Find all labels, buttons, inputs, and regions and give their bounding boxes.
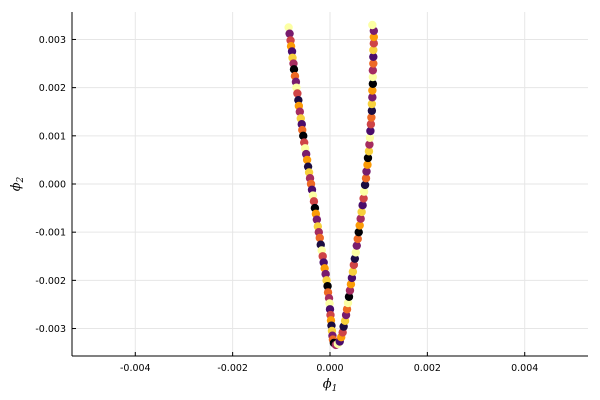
scatter-point xyxy=(368,93,377,102)
x-tick-label: 0.000 xyxy=(316,363,343,374)
scatter-point xyxy=(321,269,330,279)
x-axis-label: ϕ1 xyxy=(323,377,338,394)
y-axis-label-subscript: 2 xyxy=(16,176,26,183)
y-tick-label: 0.003 xyxy=(39,35,66,46)
scatter-point xyxy=(366,126,375,136)
scatter-point xyxy=(361,174,371,183)
scatter-point xyxy=(363,153,373,163)
scatter-point xyxy=(360,180,370,190)
scatter-point xyxy=(358,201,367,210)
y-tick-label: 0.000 xyxy=(39,180,66,191)
y-tick-label: -0.001 xyxy=(35,228,66,239)
scatter-point xyxy=(363,160,372,169)
scatter-point xyxy=(366,120,376,129)
scatter-point xyxy=(359,187,369,196)
scatter-point xyxy=(285,29,294,38)
axes xyxy=(71,12,588,357)
y-axis-label: ϕ2 xyxy=(9,176,26,191)
scatter-point xyxy=(367,113,376,122)
scatter-point xyxy=(347,273,357,283)
scatter-point xyxy=(284,23,293,32)
scatter-point xyxy=(348,267,358,276)
y-tick-label: -0.002 xyxy=(35,276,66,287)
scatter-point xyxy=(346,280,356,289)
scatter-point xyxy=(343,298,353,308)
y-tick-label: -0.003 xyxy=(35,324,66,335)
scatter-point xyxy=(349,260,359,270)
scatter-point xyxy=(355,221,364,230)
scatter-point xyxy=(315,233,324,243)
scatter-point xyxy=(344,292,354,301)
scatter-point xyxy=(359,194,368,203)
scatter-point xyxy=(368,20,377,30)
scatter-point xyxy=(364,147,374,156)
scatter-point xyxy=(368,72,378,82)
data-points xyxy=(284,20,379,350)
scatter-point xyxy=(368,86,377,95)
scatter-point xyxy=(350,254,360,263)
x-tick-label: 0.002 xyxy=(414,363,441,374)
x-axis-label-symbol: ϕ xyxy=(323,377,332,392)
scatter-point xyxy=(368,79,378,88)
scatter-point xyxy=(365,140,374,149)
x-axis-label-subscript: 1 xyxy=(332,384,338,394)
scatter-point xyxy=(362,167,371,176)
scatter-point xyxy=(352,241,361,250)
scatter-point xyxy=(318,252,327,261)
scatter-point xyxy=(369,52,378,62)
scatter-point xyxy=(345,286,355,295)
scatter-point xyxy=(342,305,352,314)
scatter-point xyxy=(357,207,366,217)
scatter-point xyxy=(369,45,378,55)
x-tick-label: -0.004 xyxy=(120,363,151,374)
x-tick-label: 0.004 xyxy=(511,363,538,374)
scatter-point xyxy=(312,215,322,224)
scatter-point xyxy=(302,155,312,165)
scatter-point xyxy=(369,59,378,68)
tick-labels: -0.004 -0.002 0.000 0.002 0.004 -0.003 -0.002 -… xyxy=(35,35,538,374)
x-tick-label: -0.002 xyxy=(217,363,248,374)
scatter-point xyxy=(365,133,375,142)
scatter-point xyxy=(309,197,319,206)
scatter-point xyxy=(369,39,379,48)
scatter-point xyxy=(299,131,308,141)
scatter-point xyxy=(289,65,299,74)
scatter-point xyxy=(356,214,365,223)
scatter-point xyxy=(293,89,302,98)
scatter-point xyxy=(353,234,362,244)
y-tick-label: 0.001 xyxy=(39,131,66,142)
scatter-point xyxy=(351,248,360,257)
scatter-point xyxy=(367,106,377,115)
scatter-point xyxy=(354,227,363,237)
y-tick-label: 0.002 xyxy=(39,83,66,94)
scatter-point xyxy=(368,66,378,75)
scatter-point xyxy=(323,281,332,291)
scatter-point xyxy=(367,99,377,109)
scatter-point xyxy=(369,32,379,42)
scatter-point xyxy=(295,107,305,116)
y-axis-label-symbol: ϕ xyxy=(9,182,24,191)
scatter-point xyxy=(287,47,297,56)
